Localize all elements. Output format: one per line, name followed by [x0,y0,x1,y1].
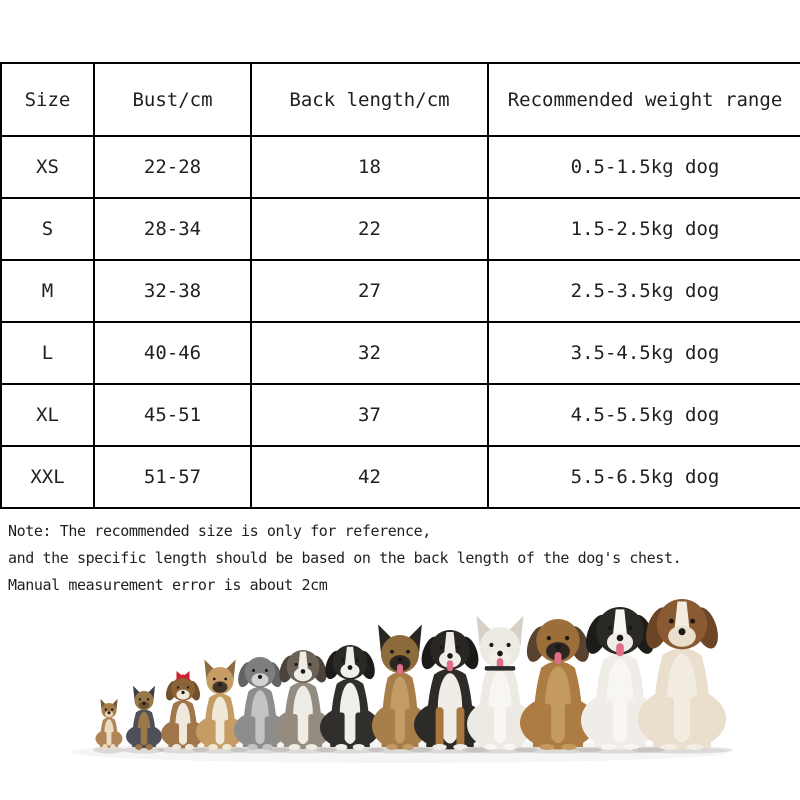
cell-xs-bust: 22-28 [93,135,252,199]
dog-silhouette-toy-puppy [192,659,248,754]
cell-s-size: S [0,197,95,261]
column-header-size: Size [0,62,95,137]
cell-xs-back-length: 18 [250,135,489,199]
cell-m-size: M [0,259,95,323]
size-chart-table: Size Bust/cm Back length/cm Recommended wei… [0,62,800,509]
cell-xxl-size: XXL [0,445,95,509]
dogs-lineup-image [70,599,734,763]
cell-s-bust: 28-34 [93,197,252,261]
dog-silhouette-belgian-malinois [367,624,433,754]
dog-silhouette-swiss-mountain-dog [408,630,492,754]
table-row-m: M 32-38 27 2.5-3.5kg dog [0,259,800,323]
cell-l-size: L [0,321,95,385]
cell-m-back-length: 27 [250,259,489,323]
cell-m-weight-range: 2.5-3.5kg dog [487,259,800,323]
table-row-xl: XL 45-51 37 4.5-5.5kg dog [0,383,800,447]
size-table-body: XS 22-28 18 0.5-1.5kg dog S 28-34 22 1.5-2.5kg … [0,135,800,509]
cell-xxl-bust: 51-57 [93,445,252,509]
cell-xs-weight-range: 0.5-1.5kg dog [487,135,800,199]
header-row: Size Bust/cm Back length/cm Recommended wei… [0,62,800,137]
column-header-recommended-weight-range: Recommended weight range [487,62,800,137]
cell-s-back-length: 22 [250,197,489,261]
cell-xl-back-length: 37 [250,383,489,447]
dog-silhouette-chihuahua [93,698,125,754]
dog-silhouette-yorkshire-terrier [123,685,165,754]
cell-m-bust: 32-38 [93,259,252,323]
column-header-back-length-cm: Back length/cm [250,62,489,137]
cell-l-bust: 40-46 [93,321,252,385]
dog-silhouette-mastiff [513,619,603,754]
table-row-xs: XS 22-28 18 0.5-1.5kg dog [0,135,800,199]
note-block: Note: The recommended size is only for r… [8,518,788,599]
cell-xl-weight-range: 4.5-5.5kg dog [487,383,800,447]
cell-xs-size: XS [0,135,95,199]
dog-silhouette-white-boxer [461,615,539,754]
cell-xl-size: XL [0,383,95,447]
cell-xxl-back-length: 42 [250,445,489,509]
cell-s-weight-range: 1.5-2.5kg dog [487,197,800,261]
table-row-s: S 28-34 22 1.5-2.5kg dog [0,197,800,261]
dog-silhouette-australian-shepherd [269,650,337,754]
cell-xl-bust: 45-51 [93,383,252,447]
note-line-1: Note: The recommended size is only for r… [8,522,431,540]
cell-l-weight-range: 3.5-4.5kg dog [487,321,800,385]
dog-silhouette-shih-tzu [157,671,209,754]
column-header-bust-cm: Bust/cm [93,62,252,137]
cell-l-back-length: 32 [250,321,489,385]
note-line-2: and the specific length should be based … [8,549,682,567]
cell-xxl-weight-range: 5.5-6.5kg dog [487,445,800,509]
dog-silhouette-border-collie [315,645,385,754]
note-line-3: Manual measurement error is about 2cm [8,576,328,594]
table-row-l: L 40-46 32 3.5-4.5kg dog [0,321,800,385]
table-row-xxl: XXL 51-57 42 5.5-6.5kg dog [0,445,800,509]
dog-silhouette-saint-bernard [630,599,734,754]
dog-silhouette-miniature-schnauzer [229,657,291,754]
dog-silhouette-landseer-newfoundland [574,607,666,754]
